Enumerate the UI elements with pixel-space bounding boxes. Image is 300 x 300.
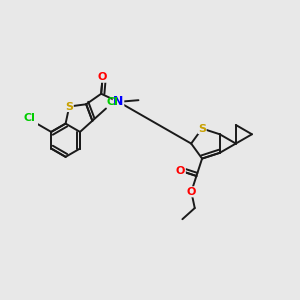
- Text: O: O: [187, 187, 196, 197]
- Text: Cl: Cl: [23, 113, 35, 123]
- Text: O: O: [176, 166, 185, 176]
- Text: S: S: [65, 101, 73, 112]
- Text: Cl: Cl: [106, 98, 118, 107]
- Text: S: S: [198, 124, 206, 134]
- Text: O: O: [98, 72, 107, 82]
- Text: N: N: [113, 95, 124, 108]
